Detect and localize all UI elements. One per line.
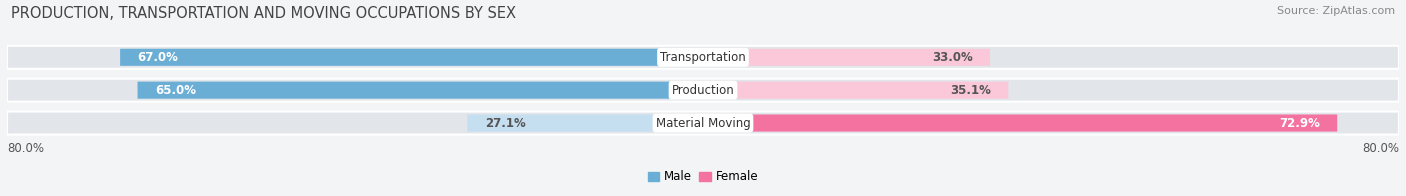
Legend: Male, Female: Male, Female — [643, 166, 763, 188]
Text: 80.0%: 80.0% — [7, 142, 44, 155]
FancyBboxPatch shape — [120, 49, 703, 66]
Text: Transportation: Transportation — [661, 51, 745, 64]
Text: 80.0%: 80.0% — [1362, 142, 1399, 155]
Text: 67.0%: 67.0% — [138, 51, 179, 64]
FancyBboxPatch shape — [703, 114, 1337, 132]
Text: Source: ZipAtlas.com: Source: ZipAtlas.com — [1277, 6, 1395, 16]
FancyBboxPatch shape — [7, 112, 1399, 134]
FancyBboxPatch shape — [703, 49, 990, 66]
Text: 27.1%: 27.1% — [485, 117, 526, 130]
FancyBboxPatch shape — [7, 79, 1399, 102]
Text: PRODUCTION, TRANSPORTATION AND MOVING OCCUPATIONS BY SEX: PRODUCTION, TRANSPORTATION AND MOVING OC… — [11, 6, 516, 21]
FancyBboxPatch shape — [467, 114, 703, 132]
Text: Material Moving: Material Moving — [655, 117, 751, 130]
Text: 35.1%: 35.1% — [950, 84, 991, 97]
FancyBboxPatch shape — [7, 46, 1399, 69]
Text: Production: Production — [672, 84, 734, 97]
Text: 65.0%: 65.0% — [155, 84, 195, 97]
Text: 72.9%: 72.9% — [1279, 117, 1320, 130]
FancyBboxPatch shape — [138, 82, 703, 99]
Text: 33.0%: 33.0% — [932, 51, 973, 64]
FancyBboxPatch shape — [703, 82, 1008, 99]
